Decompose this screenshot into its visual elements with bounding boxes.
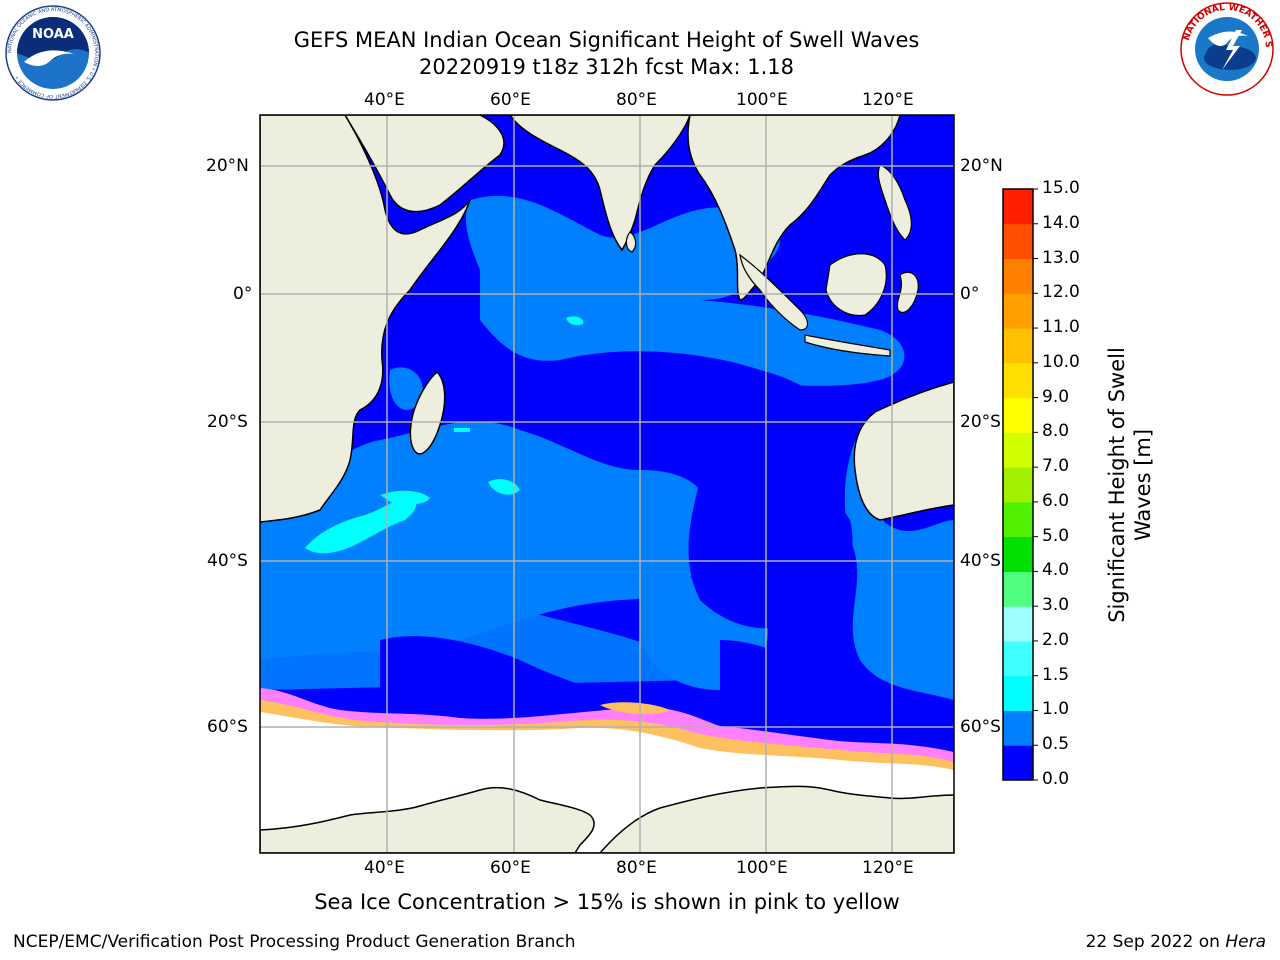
colorbar-tick-label: 2.0 <box>1042 629 1070 650</box>
noaa-logo: NOAA NATIONAL OCEANIC AND ATMOSPHERIC AD… <box>5 5 101 101</box>
lat-label-left-60s: 60°S <box>207 717 248 737</box>
lon-label-bottom-100e: 100°E <box>736 858 788 878</box>
swell-band-low <box>380 351 853 725</box>
lat-label-left-20n: 20°N <box>206 156 249 176</box>
colorbar-swatch <box>1003 293 1033 329</box>
colorbar-frame <box>1002 188 1034 781</box>
lon-label-bottom-40e: 40°E <box>364 858 405 878</box>
colorbar-swatch <box>1003 501 1033 538</box>
colorbar-tick-label: 5.0 <box>1042 525 1070 546</box>
colorbar-tick-label: 14.0 <box>1042 212 1080 233</box>
lon-label-top-80e: 80°E <box>616 90 657 110</box>
colorbar-swatch <box>1003 536 1033 572</box>
lon-label-bottom-120e: 120°E <box>862 858 914 878</box>
lon-label-top-120e: 120°E <box>862 90 914 110</box>
credit-text: NCEP/EMC/Verification Post Processing Pr… <box>13 932 576 952</box>
antarctica <box>260 785 954 853</box>
india <box>509 115 691 252</box>
lat-label-right-60s: 60°S <box>960 717 1001 737</box>
lon-label-top-100e: 100°E <box>736 90 788 110</box>
map-subtitle: 20220919 t18z 312h fcst Max: 1.18 <box>419 55 794 79</box>
lon-label-top-60e: 60°E <box>490 90 531 110</box>
philippines <box>877 164 912 241</box>
colorbar-swatch <box>1003 189 1033 225</box>
date-stamp: 22 Sep 2022 on Hera <box>1086 932 1266 952</box>
lon-label-bottom-80e: 80°E <box>616 858 657 878</box>
colorbar-swatch <box>1003 432 1033 468</box>
colorbar-label-line2: Waves [m] <box>1131 428 1155 542</box>
machine-name: Hera <box>1225 932 1266 952</box>
colorbar-tick-label: 0.0 <box>1042 769 1070 789</box>
colorbar-tick-label: 7.0 <box>1042 456 1070 477</box>
nws-logo: NATIONAL WEATHER SERVICE <box>1178 0 1274 96</box>
colorbar-tick-label: 15.0 <box>1042 178 1080 198</box>
lat-label-left-40s: 40°S <box>207 551 248 571</box>
noaa-logo-text: NOAA <box>32 27 74 42</box>
colorbar-tick-label: 13.0 <box>1042 247 1080 268</box>
sumatra <box>739 253 809 331</box>
map-frame <box>259 114 955 854</box>
colorbar-swatch <box>1003 223 1033 260</box>
madagascar <box>409 370 446 455</box>
colorbar-tick-label: 3.0 <box>1042 595 1070 616</box>
map-title: GEFS MEAN Indian Ocean Significant Heigh… <box>293 28 920 52</box>
sri-lanka <box>625 231 637 253</box>
colorbar-tick-label: 9.0 <box>1042 386 1070 407</box>
colorbar-swatch <box>1003 571 1033 607</box>
sea-ice-note: Sea Ice Concentration > 15% is shown in … <box>314 890 900 914</box>
colorbar-tick-label: 0.5 <box>1042 734 1070 755</box>
colorbar-swatch <box>1003 397 1033 433</box>
map-gridlines <box>260 115 954 853</box>
lat-label-right-0: 0° <box>960 284 980 304</box>
lat-label-right-20s: 20°S <box>960 412 1001 432</box>
lat-label-left-20s: 20°S <box>207 412 248 432</box>
colorbar-swatch <box>1003 258 1033 294</box>
colorbar-swatch <box>1003 640 1033 677</box>
colorbar-swatch <box>1003 328 1033 364</box>
date-text: 22 Sep 2022 on <box>1085 932 1220 952</box>
colorbar-tick-label: 8.0 <box>1042 421 1070 442</box>
colorbar-label-line1: Significant Height of Swell <box>1105 347 1129 623</box>
lat-label-right-40s: 40°S <box>960 551 1001 571</box>
colorbar-swatch <box>1003 362 1033 399</box>
colorbar-tick-label: 1.5 <box>1042 664 1070 685</box>
colorbar-tick-label: 1.0 <box>1042 699 1070 720</box>
arabian-peninsula <box>344 115 505 213</box>
africa <box>260 115 471 523</box>
lon-label-bottom-60e: 60°E <box>490 858 531 878</box>
colorbar-tick-label: 12.0 <box>1042 282 1080 303</box>
colorbar-tick-label: 6.0 <box>1042 490 1070 511</box>
colorbar-tick-label: 4.0 <box>1042 560 1070 581</box>
colorbar-swatch <box>1003 745 1033 781</box>
colorbar-swatch <box>1003 467 1033 503</box>
lon-label-top-40e: 40°E <box>364 90 405 110</box>
australia <box>853 381 954 521</box>
colorbar-swatch <box>1003 675 1033 711</box>
lat-label-left-0: 0° <box>233 284 253 304</box>
swell-band-high <box>305 316 584 554</box>
colorbar-swatch <box>1003 710 1033 746</box>
colorbar-tick-label: 10.0 <box>1042 351 1080 372</box>
colorbar-tick-label: 11.0 <box>1042 317 1080 338</box>
lat-label-right-20n: 20°N <box>960 156 1003 176</box>
colorbar-swatch <box>1003 606 1033 642</box>
java <box>804 334 891 357</box>
